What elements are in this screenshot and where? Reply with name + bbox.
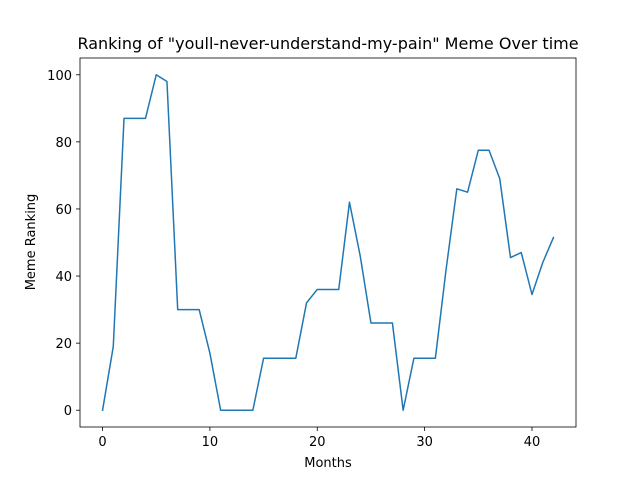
chart-title: Ranking of "youll-never-understand-my-pa…	[77, 34, 578, 53]
x-tick-label: 30	[416, 435, 433, 450]
y-tick-label: 60	[55, 203, 72, 218]
x-axis-label: Months	[304, 456, 352, 471]
series-line	[101, 74, 555, 412]
x-axis-ticks: 0 10 20 30 40	[98, 427, 540, 450]
x-tick-label: 20	[309, 435, 326, 450]
x-tick-label: 0	[98, 435, 106, 450]
y-tick-label: 40	[55, 270, 72, 285]
x-tick-label: 10	[202, 435, 219, 450]
y-axis-label: Meme Ranking	[24, 194, 39, 291]
y-tick-label: 0	[64, 404, 72, 419]
y-tick-label: 100	[47, 69, 72, 84]
y-tick-label: 20	[55, 337, 72, 352]
x-tick-label: 40	[524, 435, 541, 450]
axes-frame	[79, 57, 577, 428]
y-axis-ticks: 0 20 40 60 80 100	[47, 69, 80, 419]
y-tick-label: 80	[55, 136, 72, 151]
